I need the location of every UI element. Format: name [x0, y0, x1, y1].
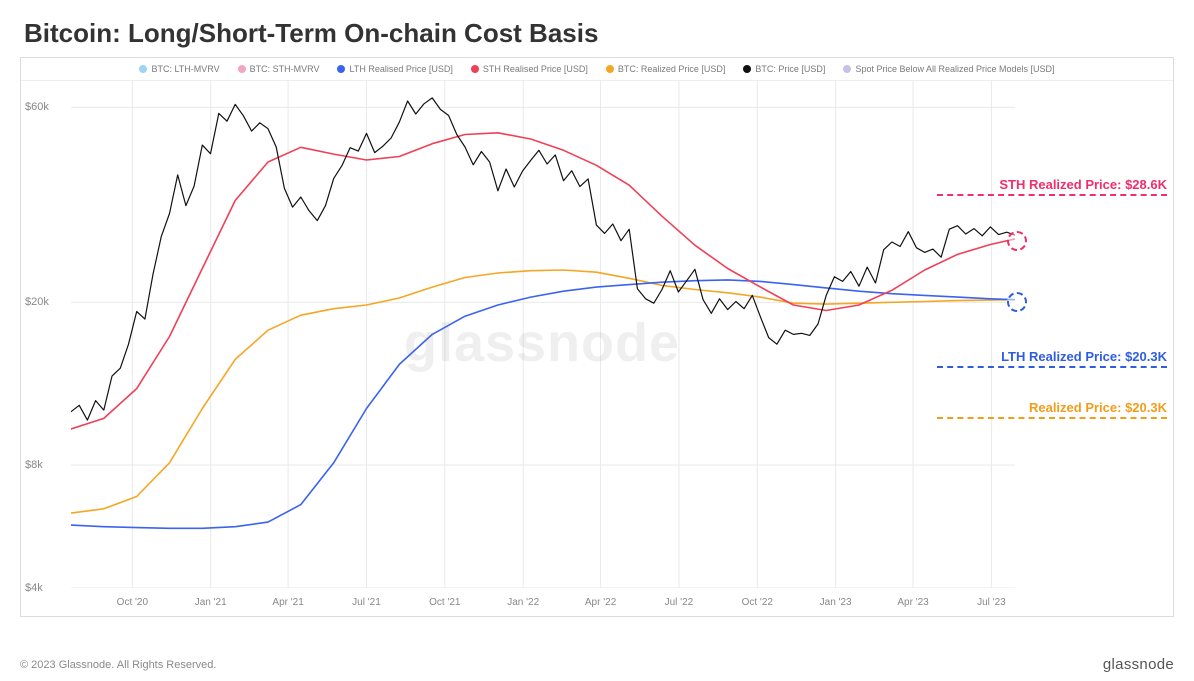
y-axis-label: $4k [25, 582, 43, 594]
legend-item: BTC: Realized Price [USD] [606, 64, 726, 74]
annotation-leader [937, 366, 1167, 368]
chart-svg [71, 80, 1015, 588]
x-axis-label: Apr '23 [897, 597, 928, 608]
legend-item: BTC: Price [USD] [743, 64, 825, 74]
series-lth [71, 280, 1015, 528]
legend-swatch [337, 65, 345, 73]
legend-label: BTC: Price [USD] [755, 64, 825, 74]
legend-label: STH Realised Price [USD] [483, 64, 588, 74]
legend-swatch [743, 65, 751, 73]
y-axis-label: $20k [25, 296, 49, 308]
annotation: STH Realized Price: $28.6K [937, 177, 1167, 196]
x-axis-label: Jul '22 [665, 597, 694, 608]
x-axis-label: Jan '23 [820, 597, 852, 608]
legend-item: LTH Realised Price [USD] [337, 64, 452, 74]
chart-frame: BTC: LTH-MVRV BTC: STH-MVRV LTH Realised P… [20, 57, 1174, 617]
annotation: LTH Realized Price: $20.3K [937, 349, 1167, 368]
legend-swatch [471, 65, 479, 73]
series-price [71, 98, 1015, 420]
legend: BTC: LTH-MVRV BTC: STH-MVRV LTH Realised P… [21, 58, 1173, 81]
x-axis-label: Jan '22 [507, 597, 539, 608]
series-realized [71, 270, 1015, 513]
legend-swatch [238, 65, 246, 73]
series-sth [71, 133, 1015, 429]
legend-item: STH Realised Price [USD] [471, 64, 588, 74]
legend-label: BTC: LTH-MVRV [151, 64, 219, 74]
x-axis-label: Jul '23 [977, 597, 1006, 608]
annotation: Realized Price: $20.3K [937, 400, 1167, 419]
brand-logo: glassnode [1103, 656, 1174, 673]
legend-item: BTC: STH-MVRV [238, 64, 320, 74]
legend-label: BTC: STH-MVRV [250, 64, 320, 74]
legend-swatch [606, 65, 614, 73]
chart-title: Bitcoin: Long/Short-Term On-chain Cost B… [24, 18, 1174, 49]
annotation-label: Realized Price: $20.3K [937, 400, 1167, 415]
annotation-label: STH Realized Price: $28.6K [937, 177, 1167, 192]
plot-area: glassnode [71, 80, 1013, 586]
legend-label: LTH Realised Price [USD] [349, 64, 452, 74]
y-axis-label: $60k [25, 101, 49, 113]
y-axis-label: $8k [25, 459, 43, 471]
x-axis-label: Oct '20 [117, 597, 148, 608]
annotation-marker [1007, 231, 1027, 251]
copyright: © 2023 Glassnode. All Rights Reserved. [20, 659, 216, 671]
x-axis-label: Apr '21 [272, 597, 303, 608]
x-axis-label: Oct '21 [429, 597, 460, 608]
legend-item: BTC: LTH-MVRV [139, 64, 219, 74]
x-axis-label: Oct '22 [742, 597, 773, 608]
legend-swatch [843, 65, 851, 73]
legend-label: BTC: Realized Price [USD] [618, 64, 726, 74]
annotation-marker [1007, 292, 1027, 312]
x-axis-label: Jul '21 [352, 597, 381, 608]
x-axis-label: Jan '21 [195, 597, 227, 608]
legend-item: Spot Price Below All Realized Price Mode… [843, 64, 1054, 74]
x-axis-label: Apr '22 [585, 597, 616, 608]
annotation-leader [937, 194, 1167, 196]
legend-label: Spot Price Below All Realized Price Mode… [855, 64, 1054, 74]
legend-swatch [139, 65, 147, 73]
annotation-leader [937, 417, 1167, 419]
annotation-label: LTH Realized Price: $20.3K [937, 349, 1167, 364]
